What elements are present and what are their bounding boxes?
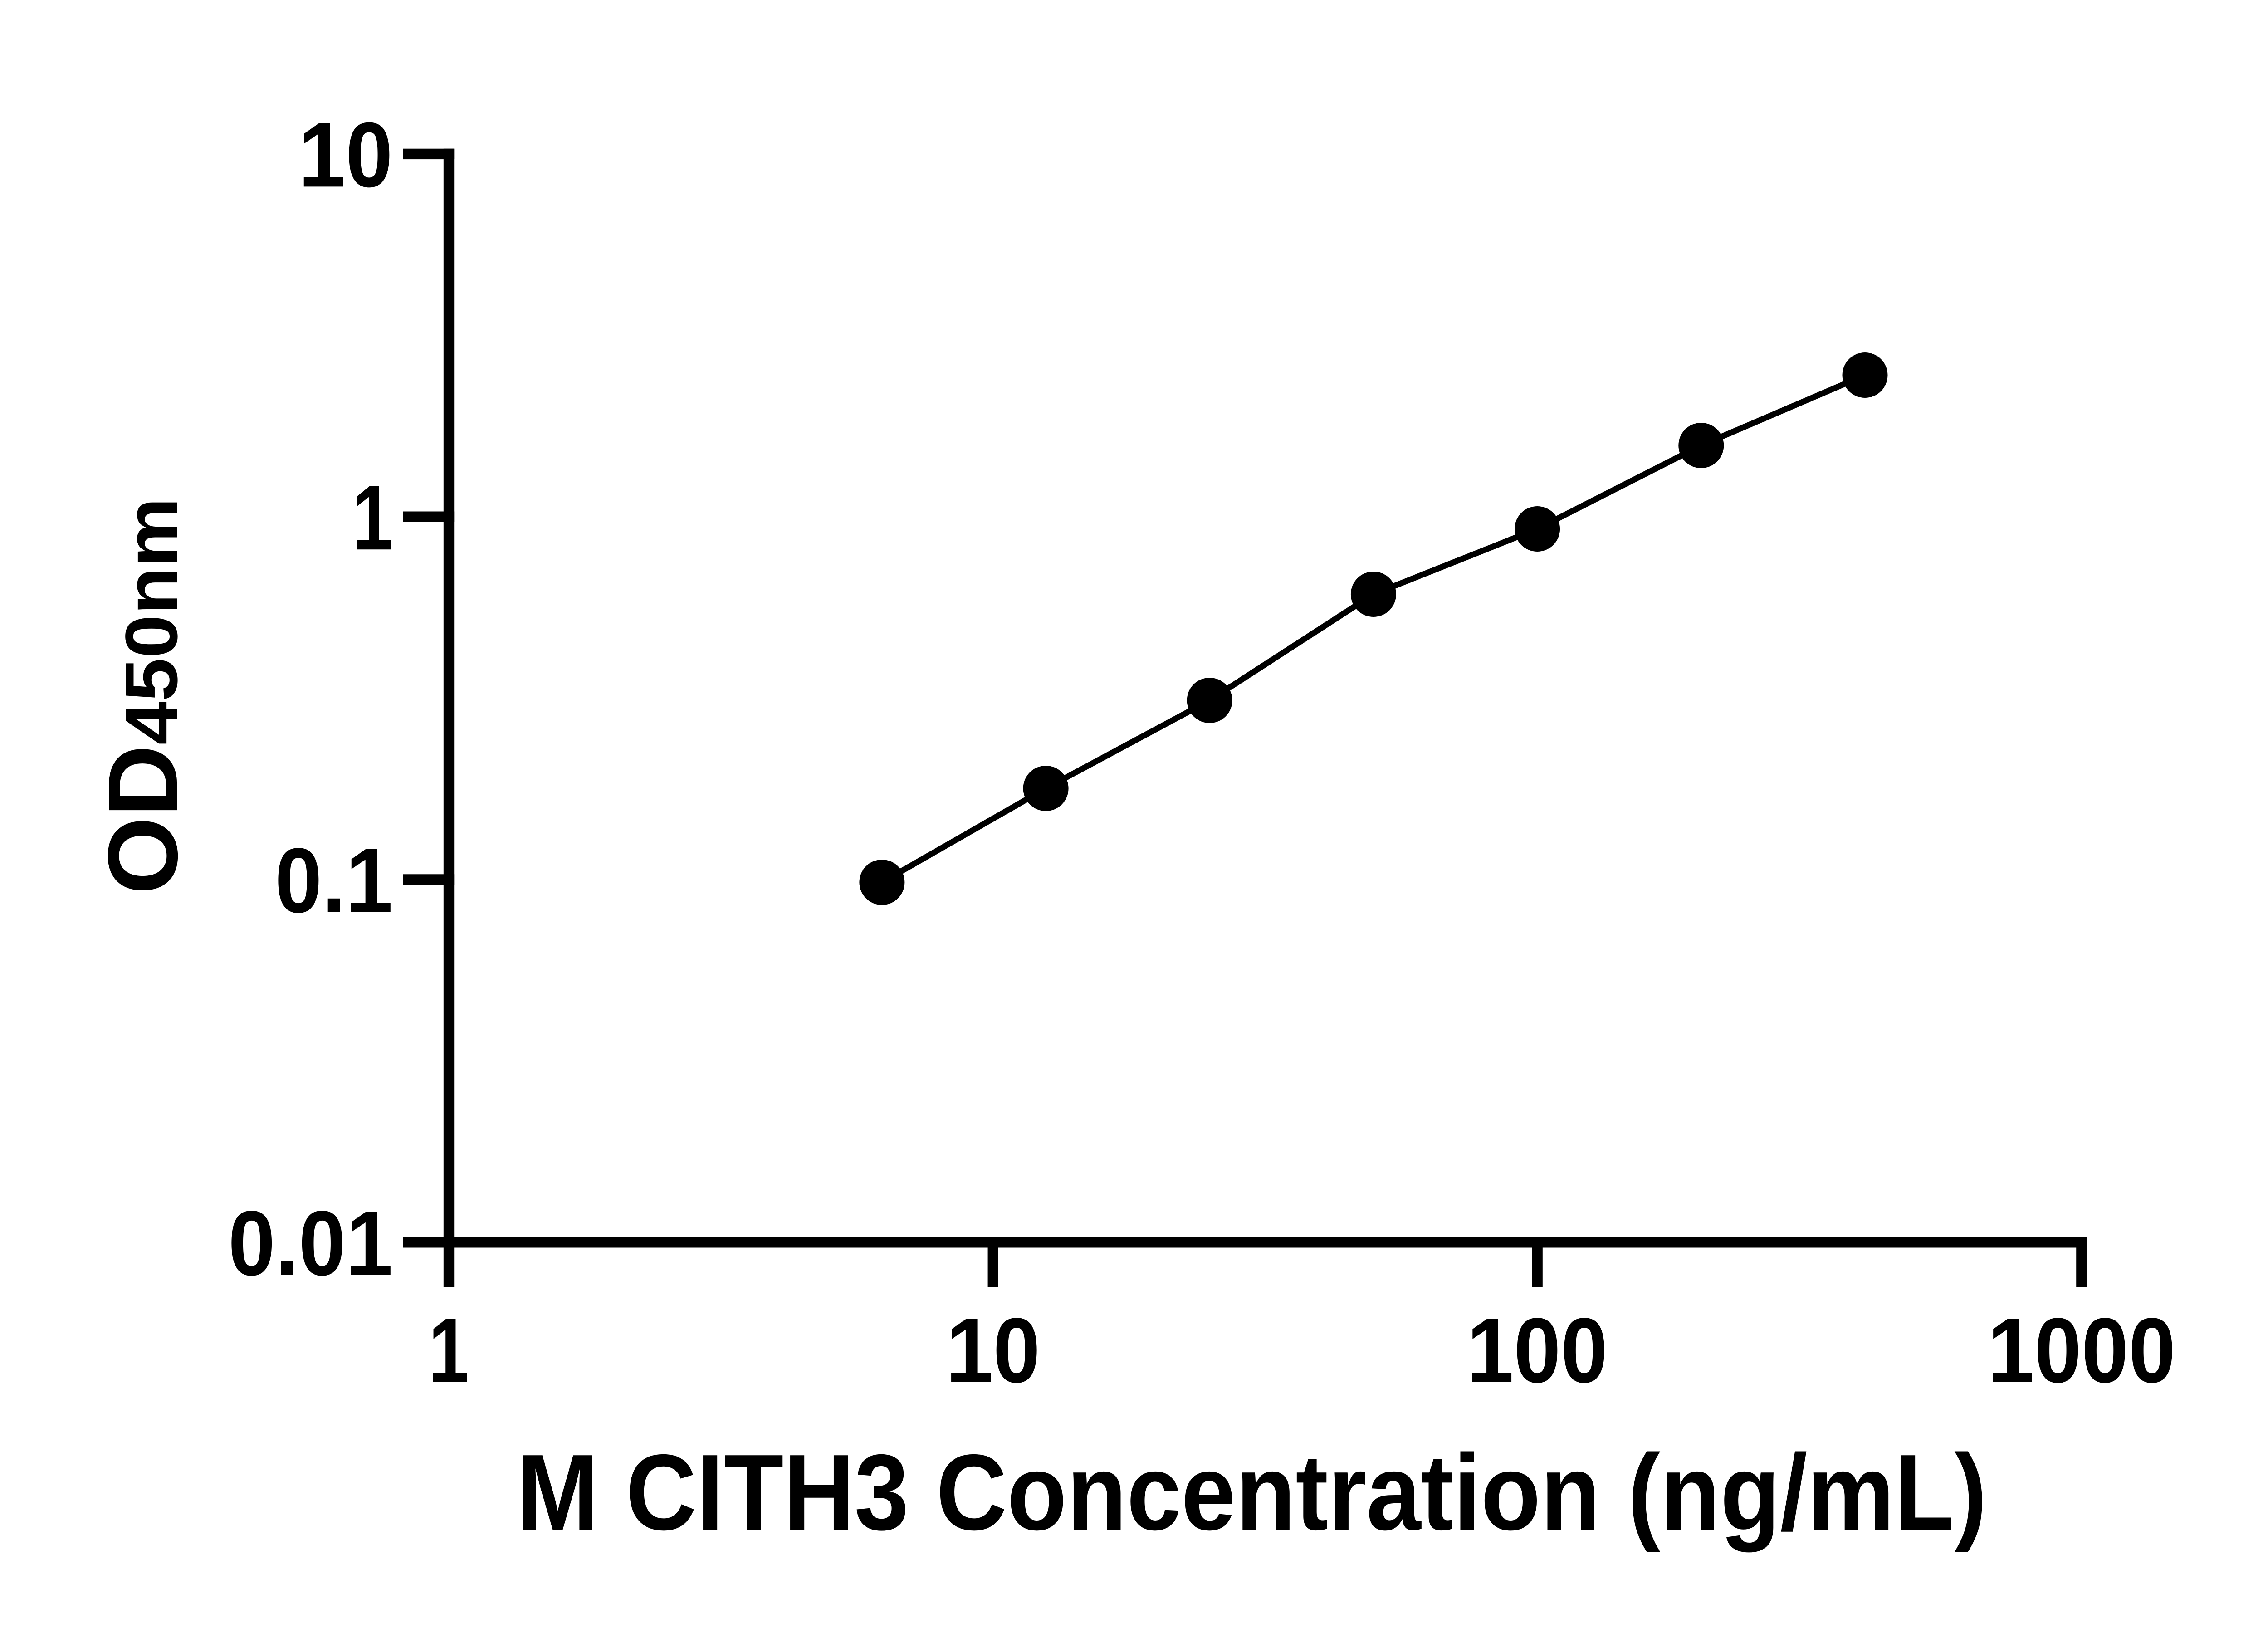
svg-text:1000: 1000 xyxy=(1987,1299,2175,1402)
svg-text:0.01: 0.01 xyxy=(228,1192,393,1295)
svg-text:10: 10 xyxy=(946,1299,1040,1402)
svg-text:M CITH3 Concentration (ng/mL): M CITH3 Concentration (ng/mL) xyxy=(517,1433,1987,1553)
svg-text:0.1: 0.1 xyxy=(275,829,393,932)
svg-text:1: 1 xyxy=(352,466,393,569)
svg-text:1: 1 xyxy=(429,1299,469,1402)
svg-text:OD450nm: OD450nm xyxy=(88,498,198,895)
svg-text:100: 100 xyxy=(1467,1299,1608,1402)
svg-text:10: 10 xyxy=(298,103,393,206)
